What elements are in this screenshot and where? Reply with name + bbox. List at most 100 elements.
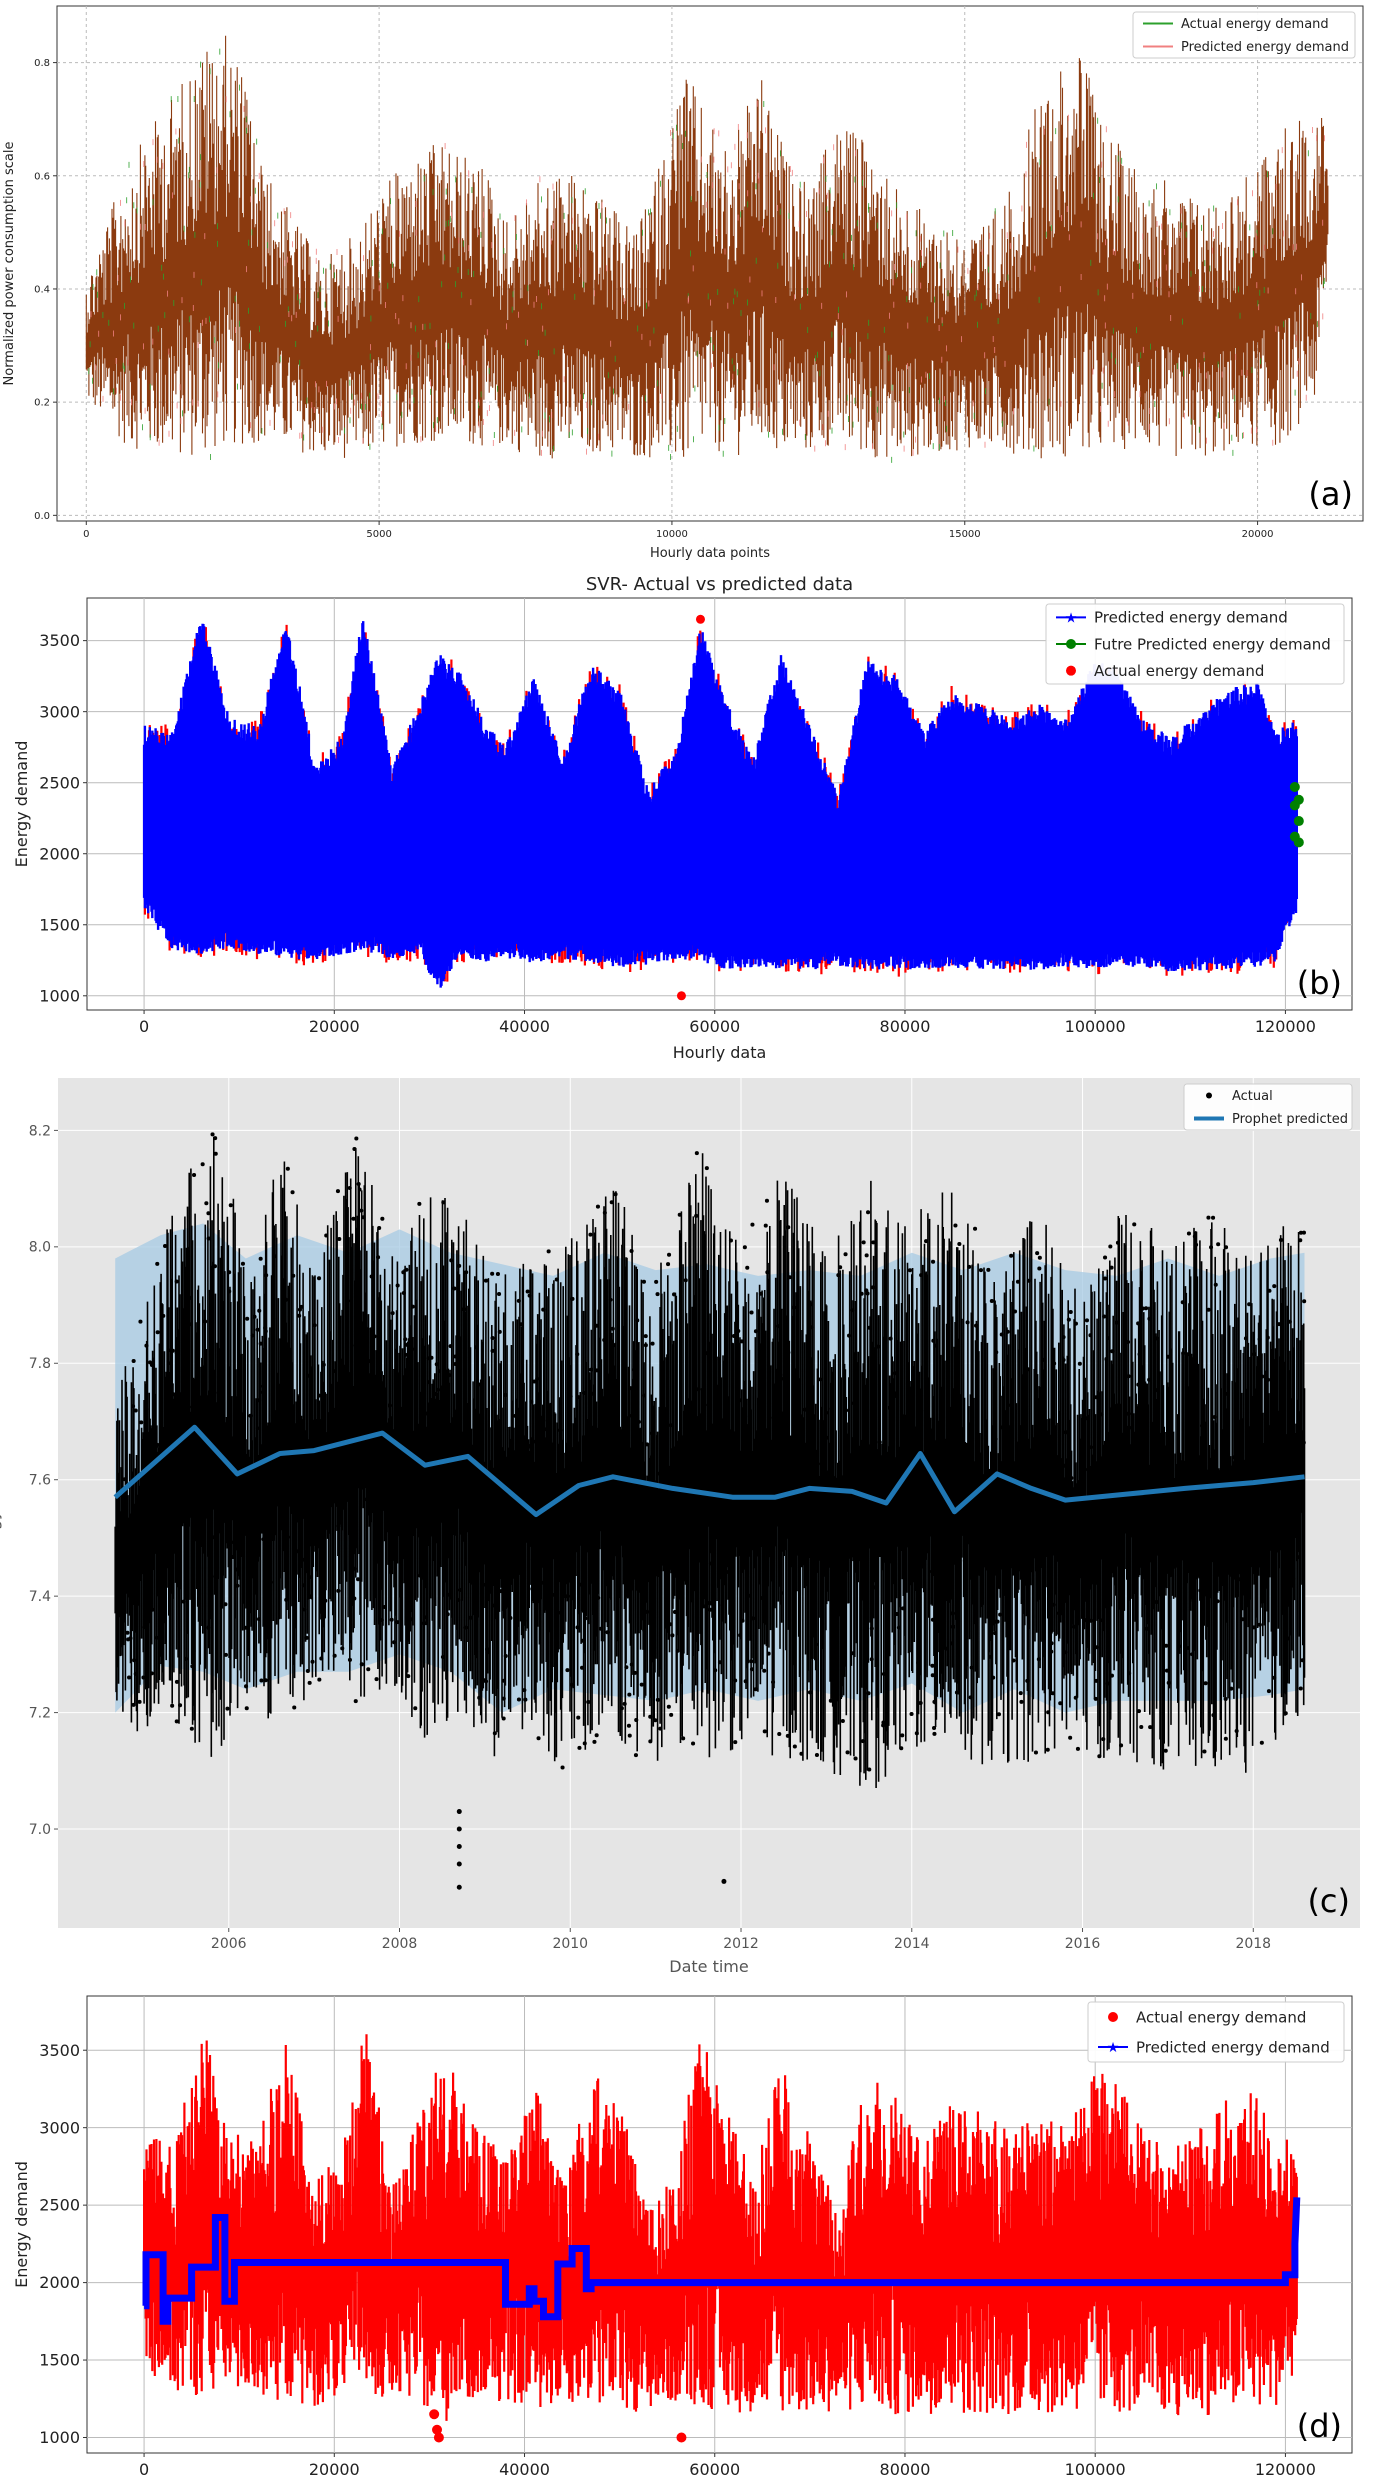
panel-label: (a) xyxy=(1308,475,1353,513)
predicted-series-marks xyxy=(142,621,1298,988)
actual-outlier-point xyxy=(456,1861,462,1867)
x-tick-label: 2006 xyxy=(211,1936,247,1952)
x-axis-label: Hourly data points xyxy=(650,546,770,561)
y-tick-label: 1500 xyxy=(39,2351,80,2370)
future-predicted-point xyxy=(1293,816,1304,827)
x-tick-label: 2010 xyxy=(552,1936,588,1952)
x-tick-label: 120000 xyxy=(1255,2460,1316,2475)
y-tick-label: 3500 xyxy=(39,631,80,650)
actual-outlier-point xyxy=(721,1878,727,1884)
y-tick-label: 0.0 xyxy=(34,511,50,522)
legend-label: Predicted energy demand xyxy=(1094,609,1288,627)
x-tick-label: 20000 xyxy=(309,1017,360,1036)
x-tick-label: 2016 xyxy=(1065,1936,1101,1952)
y-axis-label: Normalized power consumption scale xyxy=(2,142,17,386)
x-tick-label: 2012 xyxy=(723,1936,759,1952)
legend-box xyxy=(1183,1083,1353,1131)
legend-dot xyxy=(1066,639,1076,649)
legend-dot xyxy=(1206,1092,1212,1099)
y-axis-label: Energy demand xyxy=(12,741,31,868)
actual-point xyxy=(432,2424,443,2435)
x-tick-label: 40000 xyxy=(499,2460,550,2475)
panel-c: 2006 2008 2010 2012 2014 2016 2018 7.0 7.2 7.4 7.6… xyxy=(0,1078,1360,1976)
panel-b: 0 20000 40000 60000 80000 100000 120000 1000 150… xyxy=(12,574,1353,1062)
y-tick-label: 8.2 xyxy=(29,1123,51,1139)
x-tick-label: 0 xyxy=(139,2460,149,2475)
y-axis-label: Energy demand xyxy=(0,1440,2,1567)
y-tick-label: 0.6 xyxy=(34,171,50,182)
y-tick-label: 3000 xyxy=(39,702,80,721)
legend-star-icon: ★ xyxy=(1065,610,1078,626)
actual-point xyxy=(695,614,705,624)
legend-label: Futre Predicted energy demand xyxy=(1094,635,1331,653)
legend-label: Actual energy demand xyxy=(1136,2008,1306,2026)
y-tick-label: 0.4 xyxy=(34,284,50,295)
y-tick-label: 8.0 xyxy=(29,1240,51,1256)
x-tick-label: 60000 xyxy=(689,2460,740,2475)
panel-a: 0 5000 10000 15000 20000 0.0 0.2 0.4 0.6 0.8 Hourl… xyxy=(2,5,1364,561)
x-tick-label: 60000 xyxy=(689,1017,740,1036)
x-tick-label: 80000 xyxy=(880,1017,931,1036)
legend-box xyxy=(1045,603,1345,685)
y-tick-label: 2500 xyxy=(39,2196,80,2215)
actual-points xyxy=(116,1132,1307,1772)
actual-point xyxy=(429,2409,440,2420)
legend-star-icon: ★ xyxy=(1107,2040,1120,2056)
x-tick-label: 120000 xyxy=(1255,1017,1316,1036)
legend-label: Actual energy demand xyxy=(1094,662,1264,680)
panel-label: (d) xyxy=(1297,2407,1342,2445)
predicted-series-line xyxy=(142,2197,1301,2325)
legend-label: Predicted energy demand xyxy=(1136,2038,1330,2056)
x-tick-label: 0 xyxy=(83,529,89,540)
x-axis-label: Hourly data xyxy=(673,1043,767,1062)
panel-d: 0 20000 40000 60000 80000 100000 120000 1000 150… xyxy=(12,1995,1353,2475)
panel-label: (c) xyxy=(1307,1882,1350,1920)
x-tick-label: 100000 xyxy=(1065,2460,1126,2475)
predicted-series-line xyxy=(90,96,1325,456)
legend-dot xyxy=(1066,665,1076,676)
y-tick-label: 1500 xyxy=(39,915,80,934)
y-tick-label: 1000 xyxy=(39,986,80,1005)
y-tick-label: 7.0 xyxy=(29,1822,51,1838)
x-tick-label: 20000 xyxy=(1242,529,1274,540)
y-tick-label: 1000 xyxy=(39,2428,80,2447)
chart-title: SVR- Actual vs predicted data xyxy=(586,574,853,595)
legend-dot xyxy=(1108,2012,1118,2022)
future-predicted-point xyxy=(1289,800,1300,811)
actual-point xyxy=(676,2432,687,2443)
y-tick-label: 3000 xyxy=(39,2118,80,2137)
y-tick-label: 7.6 xyxy=(29,1473,51,1489)
future-predicted-point xyxy=(1293,837,1304,848)
x-axis-label: Date time xyxy=(669,1957,748,1976)
x-tick-label: 5000 xyxy=(366,529,391,540)
legend-box xyxy=(1087,2001,1345,2063)
y-tick-label: 2500 xyxy=(39,773,80,792)
actual-outlier-point xyxy=(456,1809,462,1815)
actual-point xyxy=(676,991,686,1001)
y-axis-label: Energy demand xyxy=(12,2161,31,2288)
x-tick-label: 15000 xyxy=(949,529,981,540)
actual-data-marks xyxy=(85,35,1329,459)
prophet-predicted-line xyxy=(113,1424,1305,1518)
y-tick-label: 2000 xyxy=(39,2273,80,2292)
future-predicted-point xyxy=(1289,781,1300,792)
panel-label: (b) xyxy=(1297,964,1342,1002)
x-tick-label: 2018 xyxy=(1235,1936,1271,1952)
x-tick-label: 2014 xyxy=(894,1936,930,1952)
actual-data-marks xyxy=(114,1136,1306,1788)
x-tick-label: 40000 xyxy=(499,1017,550,1036)
actual-outlier-point xyxy=(456,1884,462,1890)
x-tick-label: 10000 xyxy=(656,529,688,540)
actual-outlier-point xyxy=(456,1843,462,1849)
x-tick-label: 2008 xyxy=(382,1936,418,1952)
actual-outlier-point xyxy=(456,1826,462,1832)
y-tick-label: 7.8 xyxy=(29,1356,51,1372)
legend-label: Actual energy demand xyxy=(1181,17,1329,32)
legend-label: Prophet predicted xyxy=(1232,1112,1348,1127)
y-tick-label: 7.2 xyxy=(29,1705,51,1721)
x-tick-label: 80000 xyxy=(880,2460,931,2475)
legend-box xyxy=(1132,11,1356,59)
y-tick-label: 0.2 xyxy=(34,398,50,409)
x-tick-label: 0 xyxy=(139,1017,149,1036)
